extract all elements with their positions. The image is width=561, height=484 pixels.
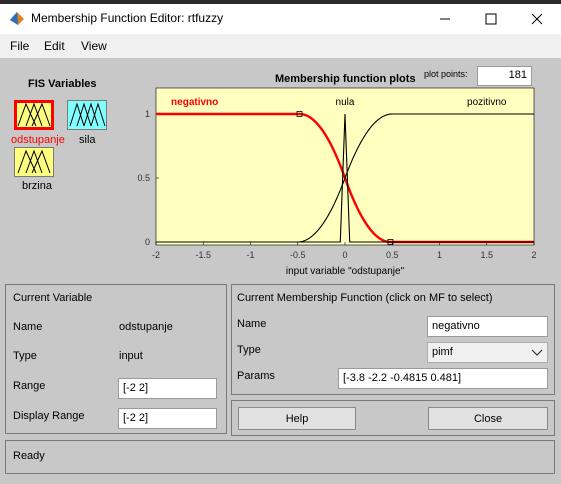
fis-variable-odstupanje-icon[interactable] (14, 100, 54, 130)
close-icon (531, 13, 543, 25)
membership-function-chart[interactable]: -2 -1.5 -1 -0.5 0 0.5 1 1.5 2 0 0.5 1 negativno nula… (130, 85, 550, 280)
y-tick-label: 1 (145, 109, 150, 119)
cv-name-label: Name (13, 321, 43, 333)
maximize-icon (485, 13, 497, 25)
mf-params-input[interactable]: [-3.8 -2.2 -0.4815 0.481] (338, 368, 548, 389)
x-axis-label: input variable "odstupanje" (286, 266, 405, 277)
menu-bar (0, 34, 561, 58)
cv-name-value: odstupanje (119, 321, 173, 333)
x-tick-label: 0.5 (386, 250, 399, 260)
menu-edit[interactable]: Edit (44, 39, 65, 53)
y-tick-label: 0.5 (137, 173, 150, 183)
mf-label-nula[interactable]: nula (336, 97, 355, 108)
close-button[interactable]: Close (428, 407, 548, 430)
mf-params-label: Params (237, 370, 275, 382)
plot-area[interactable] (155, 87, 535, 246)
x-tick-label: 1.5 (480, 250, 493, 260)
title-bar (0, 4, 561, 34)
mf-name-label: Name (237, 318, 267, 330)
fis-variable-sila-icon[interactable] (67, 100, 107, 130)
help-button[interactable]: Help (238, 407, 356, 430)
status-panel (5, 440, 555, 474)
fis-variable-brzina-icon[interactable] (14, 147, 54, 177)
mf-label-pozitivno[interactable]: pozitivno (467, 97, 507, 108)
matlab-app-icon (10, 12, 24, 25)
minimize-button[interactable] (422, 4, 468, 34)
mf-handle[interactable] (387, 239, 394, 245)
mf-handle[interactable] (296, 111, 303, 117)
close-window-button[interactable] (514, 4, 560, 34)
x-tick-label: -1.5 (195, 250, 211, 260)
current-variable-heading: Current Variable (13, 292, 93, 304)
status-text: Ready (13, 450, 45, 462)
mf-label-negativno[interactable]: negativno (171, 97, 218, 108)
mf-name-input[interactable]: negativno (427, 316, 548, 337)
x-tick-label: 0 (342, 250, 347, 260)
fis-variable-odstupanje-label[interactable]: odstupanje (11, 134, 65, 146)
menu-file[interactable]: File (10, 39, 30, 53)
window-title: Membership Function Editor: rtfuzzy (31, 11, 224, 25)
menu-view[interactable]: View (81, 39, 107, 53)
y-tick-label: 0 (145, 237, 150, 247)
cv-type-label: Type (13, 350, 37, 362)
mf-type-value: pimf (432, 346, 453, 358)
x-tick-label: -2 (152, 250, 160, 260)
mf-type-select[interactable]: pimf (427, 342, 548, 363)
chevron-down-icon[interactable] (531, 348, 543, 358)
plot-title: Membership function plots (275, 73, 416, 85)
cv-range-label: Range (13, 380, 46, 392)
plot-points-label: plot points: (424, 69, 468, 79)
cv-type-value: input (119, 350, 143, 362)
x-tick-label: -1 (246, 250, 254, 260)
display-range-input[interactable]: [-2 2] (118, 408, 217, 429)
maximize-button[interactable] (468, 4, 514, 34)
range-input[interactable]: [-2 2] (118, 378, 217, 399)
cv-display-range-label: Display Range (13, 410, 85, 422)
fis-variable-brzina-label[interactable]: brzina (22, 180, 52, 192)
plot-points-input[interactable]: 181 (477, 66, 532, 86)
fis-variables-heading: FIS Variables (28, 78, 97, 90)
fis-variable-sila-label[interactable]: sila (79, 134, 96, 146)
current-mf-heading: Current Membership Function (click on MF… (237, 292, 493, 304)
minimize-icon (440, 18, 450, 20)
x-tick-label: 1 (437, 250, 442, 260)
mf-curve-pozitivno[interactable] (156, 113, 534, 243)
x-tick-label: 2 (531, 250, 536, 260)
background-window-strip (0, 0, 561, 4)
x-tick-label: -0.5 (290, 250, 306, 260)
mf-type-label: Type (237, 344, 261, 356)
